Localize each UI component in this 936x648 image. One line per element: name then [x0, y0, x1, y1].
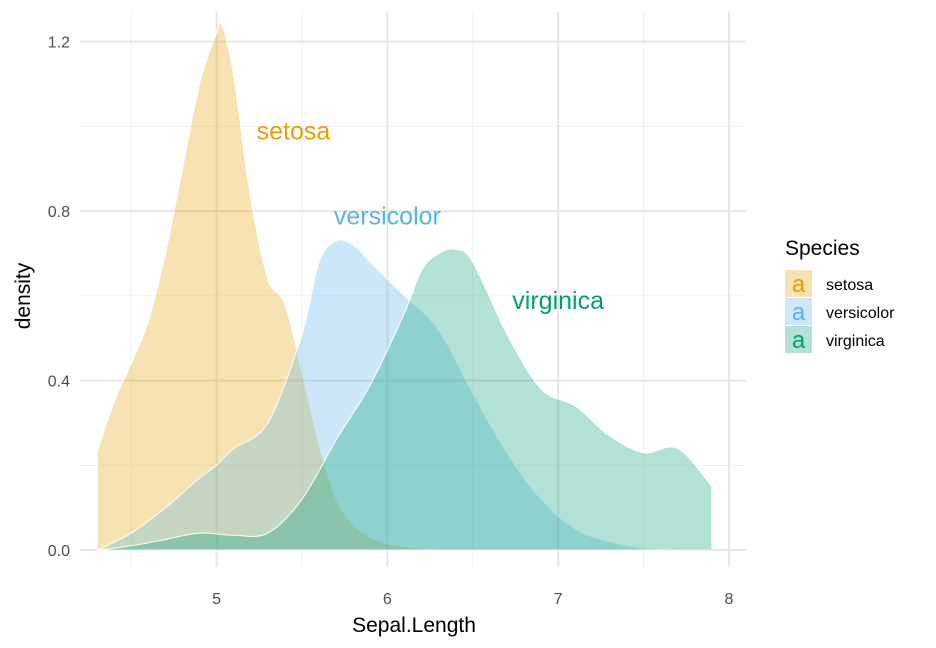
- legend-key-glyph: a: [792, 299, 806, 326]
- legend-key-virginica: [785, 326, 812, 353]
- y-tick-label: 0.4: [48, 374, 70, 391]
- legend-item-versicolor: a versicolor: [785, 298, 895, 326]
- y-tick-label: 0.0: [48, 543, 70, 560]
- x-axis-title: Sepal.Length: [352, 614, 476, 637]
- density-area-setosa: [96, 21, 439, 551]
- x-tick-label: 8: [724, 591, 733, 608]
- legend-key-setosa: [785, 270, 812, 297]
- legend-title: Species: [785, 237, 860, 260]
- legend-key-versicolor: [785, 298, 812, 325]
- y-tick-label: 1.2: [48, 35, 70, 52]
- legend-label-versicolor: versicolor: [826, 305, 895, 322]
- x-tick-label: 6: [383, 591, 392, 608]
- x-axis-ticks: 5 6 7 8: [212, 591, 733, 608]
- legend-label-setosa: setosa: [826, 277, 873, 294]
- series-annotations: setosa versicolor virginica: [257, 118, 604, 315]
- legend-label-virginica: virginica: [826, 333, 885, 350]
- y-tick-label: 0.8: [48, 204, 70, 221]
- density-area-virginica: [97, 248, 713, 551]
- legend-item-virginica: a virginica: [785, 326, 885, 354]
- density-areas: [96, 21, 713, 551]
- annotation-versicolor: versicolor: [334, 202, 441, 230]
- density-area-versicolor: [96, 239, 678, 551]
- legend-item-setosa: a setosa: [785, 270, 873, 298]
- legend: Species a setosa a versicolor a virginica: [785, 237, 895, 354]
- annotation-virginica: virginica: [512, 287, 604, 315]
- x-tick-label: 5: [212, 591, 221, 608]
- legend-key-glyph: a: [792, 271, 806, 298]
- annotation-setosa: setosa: [257, 118, 331, 146]
- y-axis-ticks: 0.0 0.4 0.8 1.2: [48, 35, 70, 560]
- x-tick-label: 7: [554, 591, 563, 608]
- legend-key-glyph: a: [792, 327, 806, 354]
- y-axis-title: density: [12, 262, 35, 329]
